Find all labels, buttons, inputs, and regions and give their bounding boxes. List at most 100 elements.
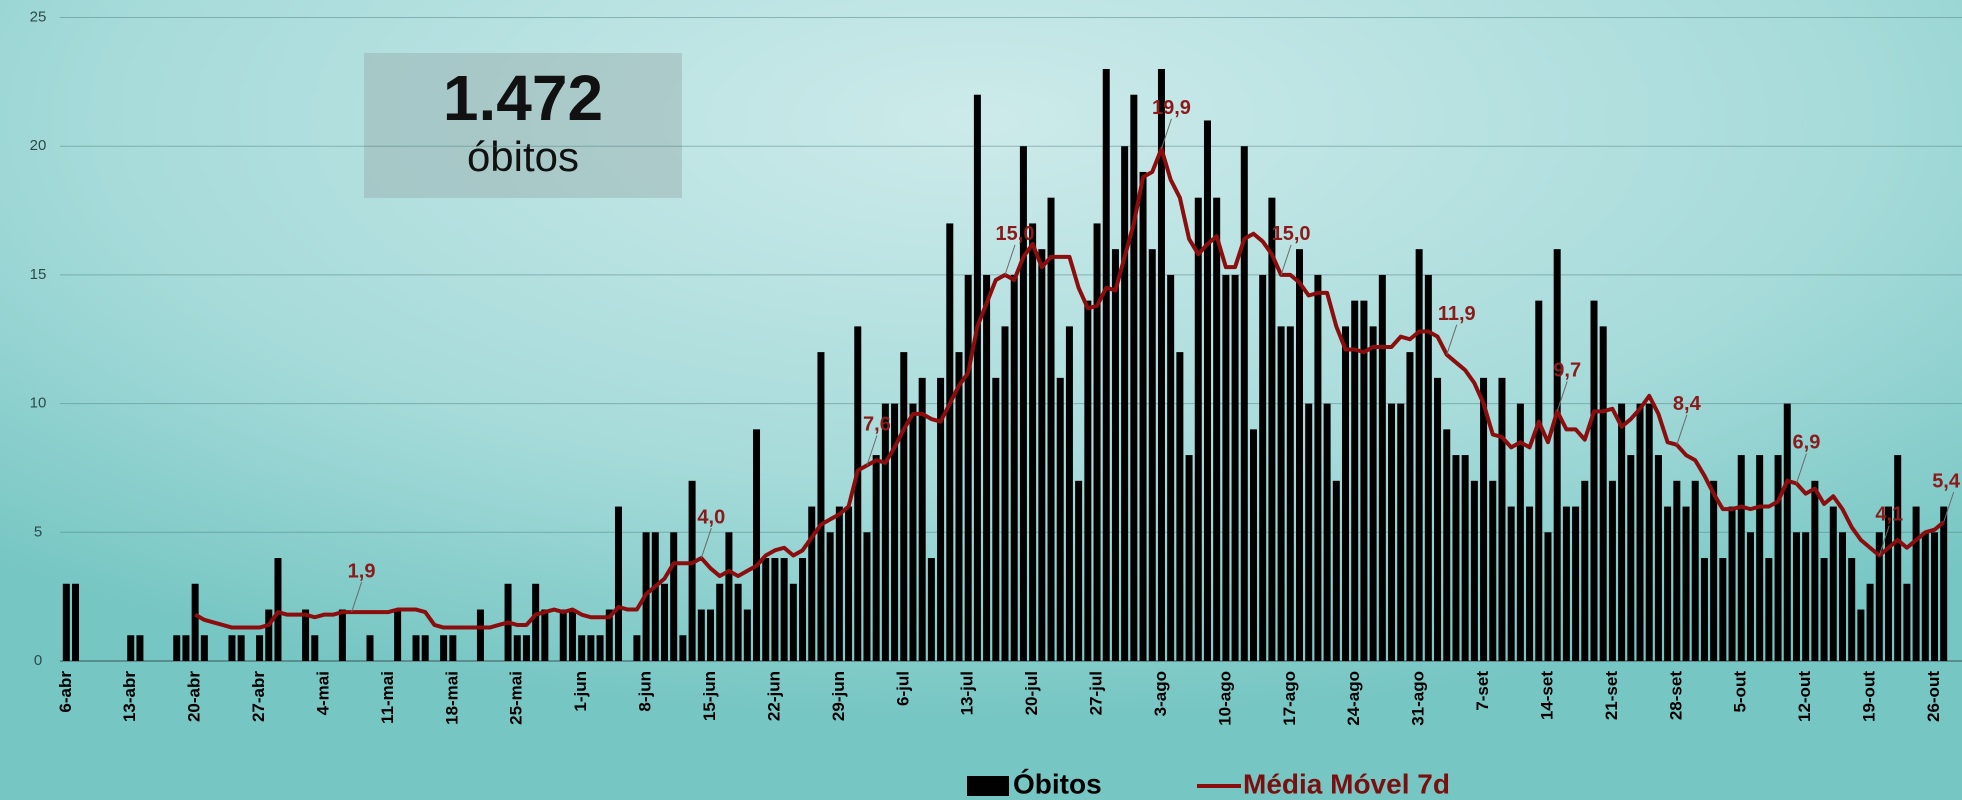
bar xyxy=(173,635,181,661)
bar xyxy=(1562,506,1570,661)
bar xyxy=(513,635,521,661)
bar xyxy=(1231,274,1239,661)
bar xyxy=(228,635,236,661)
bar xyxy=(1102,68,1110,662)
bar xyxy=(1719,558,1727,661)
bar xyxy=(1314,274,1322,661)
bar xyxy=(1765,558,1773,661)
bar xyxy=(734,583,742,661)
x-tick-label: 8-jun xyxy=(636,671,655,712)
data-label: 19,9 xyxy=(1152,97,1191,119)
bar xyxy=(522,635,530,661)
bar xyxy=(946,223,954,662)
bar xyxy=(1498,377,1506,661)
bar xyxy=(421,635,429,661)
bar xyxy=(789,583,797,661)
bar xyxy=(1599,326,1607,661)
bar xyxy=(1470,480,1478,661)
bar xyxy=(476,609,484,661)
bar xyxy=(1866,583,1874,661)
legend-label: Óbitos xyxy=(1013,768,1102,799)
bar xyxy=(1277,326,1285,661)
bar xyxy=(1480,377,1488,661)
bar xyxy=(1176,352,1184,661)
data-label: 8,4 xyxy=(1673,393,1702,415)
label-leader xyxy=(1446,324,1458,355)
bar xyxy=(1903,583,1911,661)
bar xyxy=(1894,455,1902,661)
bar xyxy=(1673,480,1681,661)
bar xyxy=(854,326,862,661)
bar xyxy=(1912,506,1920,661)
bar xyxy=(587,635,595,661)
bar xyxy=(881,403,889,661)
bar xyxy=(1535,300,1543,661)
bar xyxy=(1406,352,1414,661)
x-tick-label: 21-set xyxy=(1602,671,1621,720)
x-tick-label: 6-abr xyxy=(56,671,75,713)
bar xyxy=(1222,274,1230,661)
bar xyxy=(62,583,70,661)
bar xyxy=(1111,249,1119,661)
x-tick-label: 20-jul xyxy=(1022,671,1041,715)
bar xyxy=(1029,223,1037,662)
bar xyxy=(927,558,935,661)
bar xyxy=(1213,197,1221,661)
bar xyxy=(1654,455,1662,661)
bar xyxy=(872,455,880,661)
bar xyxy=(265,609,273,661)
bar xyxy=(1710,480,1718,661)
bar xyxy=(1286,326,1294,661)
bar xyxy=(1010,274,1018,661)
bar xyxy=(1194,197,1202,661)
label-leader xyxy=(866,435,878,466)
bar xyxy=(440,635,448,661)
x-tick-label: 14-set xyxy=(1537,671,1556,720)
x-tick-label: 15-jun xyxy=(700,671,719,721)
bar xyxy=(1415,249,1423,661)
bar xyxy=(191,583,199,661)
bar xyxy=(1038,249,1046,661)
bar xyxy=(1157,68,1165,662)
bar xyxy=(1553,249,1561,661)
bar xyxy=(1783,403,1791,661)
bar xyxy=(1829,506,1837,661)
data-label: 6,9 xyxy=(1793,432,1821,454)
bar xyxy=(1130,94,1138,662)
bar xyxy=(808,506,816,661)
label-leader xyxy=(1160,118,1172,149)
bar xyxy=(1139,171,1147,661)
bar xyxy=(72,583,80,661)
bar xyxy=(1618,403,1626,661)
bar xyxy=(1019,146,1027,661)
bar xyxy=(256,635,264,661)
bar xyxy=(1388,403,1396,661)
bar xyxy=(1056,377,1064,661)
bar xyxy=(973,94,981,662)
bar xyxy=(1305,403,1313,661)
x-tick-label: 28-set xyxy=(1666,671,1685,720)
bar xyxy=(1001,326,1009,661)
x-tick-label: 26-out xyxy=(1924,671,1943,722)
bar xyxy=(311,635,319,661)
bar xyxy=(1424,274,1432,661)
bar xyxy=(1249,429,1257,661)
bar xyxy=(1360,300,1368,661)
bar xyxy=(1452,455,1460,661)
bar xyxy=(1884,506,1892,661)
x-tick-label: 31-ago xyxy=(1409,671,1428,726)
bar xyxy=(127,635,135,661)
bar xyxy=(707,609,715,661)
bar xyxy=(863,532,871,661)
bar xyxy=(1737,455,1745,661)
bar xyxy=(1940,506,1948,661)
bar xyxy=(697,609,705,661)
bar xyxy=(753,429,761,661)
bar xyxy=(983,274,991,661)
bar xyxy=(992,377,1000,661)
bar xyxy=(1931,532,1939,661)
bar xyxy=(1378,274,1386,661)
data-label: 5,4 xyxy=(1932,470,1961,492)
bar xyxy=(394,609,402,661)
x-tick-label: 24-ago xyxy=(1344,671,1363,726)
